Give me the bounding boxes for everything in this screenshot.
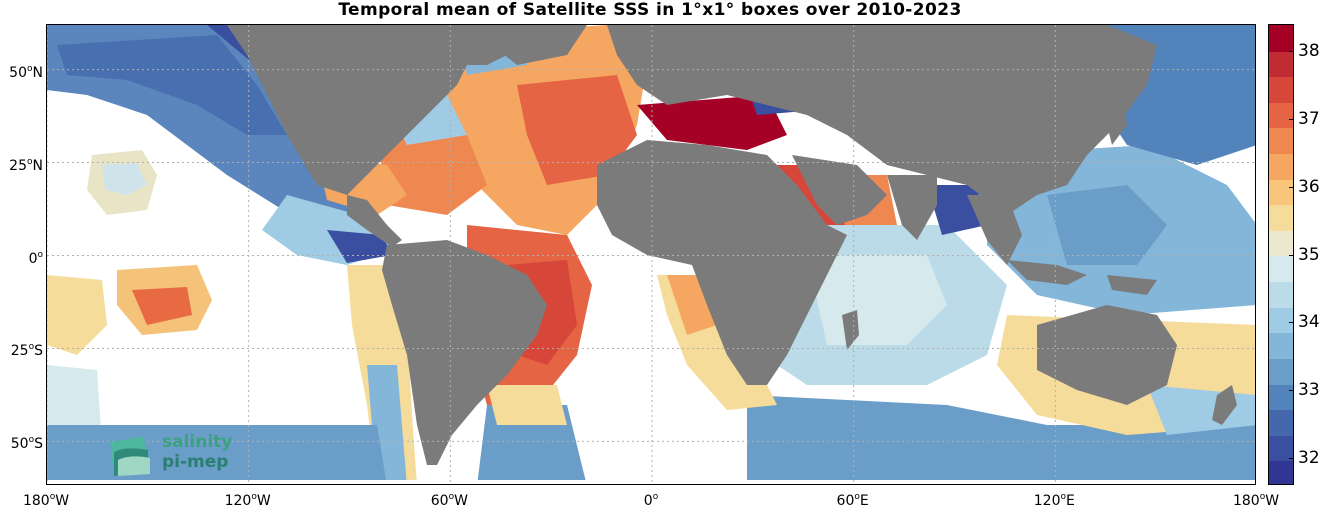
longitude-label: 0o (643, 492, 659, 509)
logo-text-pi-mep: pi-mep (162, 452, 229, 472)
map-canvas (47, 25, 1255, 484)
central-america-land (347, 195, 402, 247)
longitude-label: 60oE (836, 492, 869, 509)
latitude-label: 0o (28, 249, 43, 267)
colorbar-segment (1269, 178, 1293, 206)
colorbar-segment (1269, 306, 1293, 334)
map-plot-area (46, 24, 1256, 485)
colorbar-segment (1269, 281, 1293, 308)
colorbar-segment (1269, 409, 1293, 436)
colorbar-segment (1269, 357, 1293, 385)
indonesia-land (1007, 260, 1087, 285)
colorbar-tick-label: 35 (1298, 244, 1320, 265)
longitude-label: 180oW (22, 492, 70, 509)
europe-asia-land (607, 25, 1157, 215)
colorbar-segment (1269, 229, 1293, 257)
north-america-land (227, 25, 517, 195)
longitude-label: 120oE (1033, 492, 1075, 509)
colorbar-tick-mark (1289, 254, 1294, 256)
colorbar-tick-label: 32 (1298, 447, 1320, 468)
greenland-land (467, 25, 587, 65)
colorbar-segment (1269, 204, 1293, 231)
colorbar-segment (1269, 434, 1293, 462)
colorbar-segment (1269, 332, 1293, 359)
colorbar-segment (1269, 76, 1293, 103)
latitude-label: 50oS (10, 435, 43, 453)
japan-land (1102, 95, 1127, 145)
colorbar-tick-mark (1289, 186, 1294, 188)
salinity-pi-mep-logo: salinity pi-mep (104, 432, 244, 478)
logo-text-salinity: salinity (162, 432, 233, 452)
latitude-label: 25oS (10, 342, 43, 360)
new-zealand-land (1212, 385, 1237, 425)
antarctica-strip (47, 480, 1255, 484)
australia-land (1037, 305, 1177, 405)
new-guinea-land (1107, 275, 1157, 295)
colorbar-tick-label: 37 (1298, 108, 1320, 129)
north-pacific-inner (57, 35, 287, 135)
colorbar-tick-label: 36 (1298, 176, 1320, 197)
colorbar-tick-mark (1289, 322, 1294, 324)
colorbar-segment (1269, 383, 1293, 411)
south-pacific-patch-2 (47, 275, 107, 355)
colorbar-tick-mark (1289, 457, 1294, 459)
madagascar-land (842, 310, 859, 350)
colorbar-segment (1269, 50, 1293, 78)
colorbar-segment (1269, 25, 1293, 52)
colorbar-segment (1269, 460, 1293, 484)
mediterranean-sss (637, 95, 787, 150)
logo-mark-icon (110, 436, 150, 476)
arabia-land (792, 155, 887, 225)
latitude-label: 50oN (9, 63, 43, 81)
colorbar-segment (1269, 153, 1293, 180)
longitude-label: 120oW (224, 492, 271, 509)
colorbar-tick-mark (1289, 51, 1294, 53)
map-title: Temporal mean of Satellite SSS in 1°x1° … (338, 0, 962, 20)
colorbar-tick-label: 34 (1298, 312, 1320, 333)
india-land (887, 175, 937, 240)
africa-land (597, 140, 847, 385)
latitude-label: 25oN (9, 156, 43, 174)
colorbar-segment (1269, 101, 1293, 129)
longitude-label: 180oW (1232, 492, 1280, 509)
graticule (47, 25, 1255, 484)
colorbar (1268, 24, 1294, 485)
colorbar-tick-mark (1289, 118, 1294, 120)
colorbar-segment (1269, 127, 1293, 155)
longitude-label: 60oW (430, 492, 468, 509)
colorbar-tick-mark (1289, 390, 1294, 392)
southeast-asia-land (967, 195, 1022, 265)
south-america-land (382, 240, 547, 465)
colorbar-tick-label: 38 (1298, 41, 1320, 62)
colorbar-segment (1269, 255, 1293, 283)
colorbar-tick-label: 33 (1298, 380, 1320, 401)
land-layer (47, 25, 1255, 484)
